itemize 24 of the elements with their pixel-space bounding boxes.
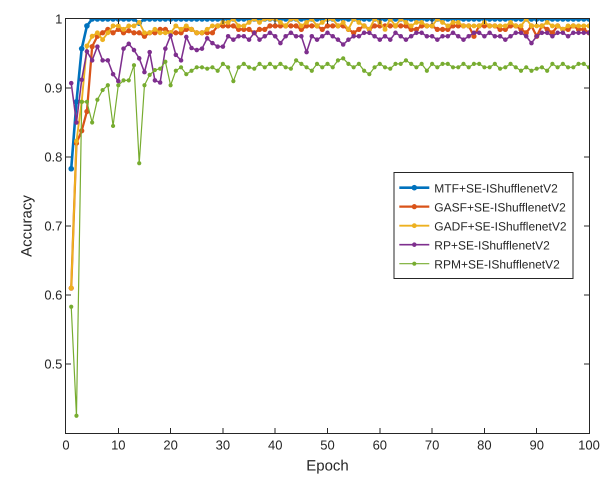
x-tick-label: 80 xyxy=(477,438,492,453)
x-tick-label: 100 xyxy=(578,438,600,453)
x-tick-label: 10 xyxy=(111,438,126,453)
y-tick-label: 0.8 xyxy=(44,150,62,165)
x-tick-label: 90 xyxy=(529,438,544,453)
y-tick-label: 0.7 xyxy=(44,218,62,234)
y-tick-label: 0.9 xyxy=(44,80,62,96)
legend-label: GASF+SE-IShufflenetV2 xyxy=(434,200,566,214)
x-tick-label: 40 xyxy=(268,438,282,453)
legend-label: MTF+SE-IShufflenetV2 xyxy=(434,181,558,196)
legend-label: GADF+SE-IShufflenetV2 xyxy=(434,219,567,234)
x-tick-label: 20 xyxy=(163,438,178,453)
y-tick-label: 0.5 xyxy=(44,356,62,372)
x-axis-title: Epoch xyxy=(306,458,349,475)
y-tick-label: 1 xyxy=(55,12,62,27)
y-axis-title: Accuracy xyxy=(18,194,36,257)
y-tick-label: 0.6 xyxy=(44,288,62,303)
x-tick-label: 60 xyxy=(372,438,388,453)
legend-label: RP+SE-IShufflenetV2 xyxy=(434,238,550,252)
x-tick-label: 30 xyxy=(216,438,230,453)
x-tick-label: 70 xyxy=(424,438,440,453)
legend-label: RPM+SE-IShufflenetV2 xyxy=(434,257,560,272)
x-tick-label: 50 xyxy=(320,438,335,453)
x-tick-label: 0 xyxy=(62,438,70,453)
